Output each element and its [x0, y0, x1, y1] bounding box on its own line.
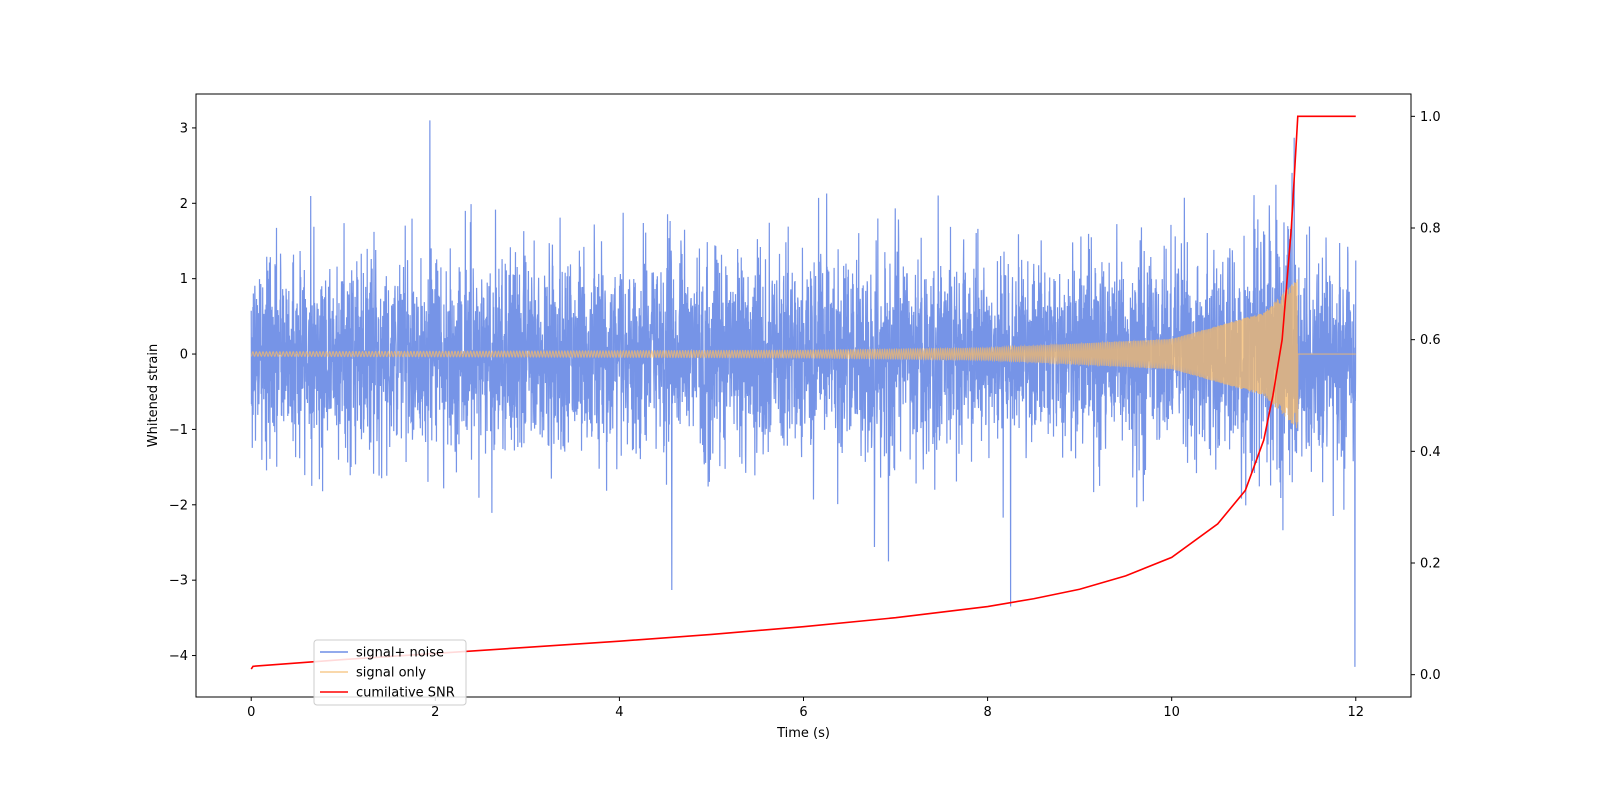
- signal-only-line: [250, 279, 1356, 429]
- y2-tick-label: 1.0: [1420, 110, 1441, 125]
- y2-tick-label: 0.2: [1420, 557, 1441, 572]
- x-tick-label: 2: [431, 705, 439, 720]
- plot-area: [250, 115, 1357, 670]
- x-tick-label: 4: [615, 705, 623, 720]
- y-tick-label: 0: [180, 348, 188, 363]
- x-tick-label: 0: [247, 705, 255, 720]
- y2-tick-label: 0.0: [1420, 668, 1441, 683]
- y2-tick-label: 0.4: [1420, 445, 1441, 460]
- cumulative-snr-line: [250, 115, 1356, 670]
- y-tick-label: −2: [169, 498, 188, 513]
- y-tick-label: −3: [169, 574, 188, 589]
- y-tick-label: 2: [180, 197, 188, 212]
- legend: signal+ noise signal only cumilative SNR: [313, 639, 467, 706]
- series-signal-noise: [250, 120, 1357, 667]
- signal-noise-line: [250, 120, 1357, 667]
- y-tick-label: −4: [169, 649, 188, 664]
- y2-tick-label: 0.8: [1420, 222, 1441, 237]
- x-axis-label: Time (s): [776, 726, 830, 741]
- legend-label: signal only: [356, 666, 426, 681]
- legend-label: signal+ noise: [356, 646, 444, 661]
- x-tick-label: 6: [799, 705, 807, 720]
- y-tick-label: −1: [169, 423, 188, 438]
- x-tick-label: 10: [1163, 705, 1180, 720]
- x-tick-label: 8: [983, 705, 991, 720]
- legend-box: [313, 639, 467, 706]
- y-tick-label: 1: [180, 272, 188, 287]
- legend-label: cumilative SNR: [356, 686, 455, 701]
- series-cumulative-snr: [250, 115, 1356, 670]
- y-axis-left: 3 2 1 0 −1 −2 −3 −4: [169, 121, 196, 664]
- y-tick-label: 3: [180, 121, 188, 136]
- y2-tick-label: 0.6: [1420, 333, 1441, 348]
- y-axis-right: 1.0 0.8 0.6 0.4 0.2 0.0: [1411, 110, 1441, 683]
- y-axis-label: Whitened strain: [146, 344, 161, 447]
- series-signal-only: [250, 279, 1356, 429]
- x-tick-label: 12: [1347, 705, 1364, 720]
